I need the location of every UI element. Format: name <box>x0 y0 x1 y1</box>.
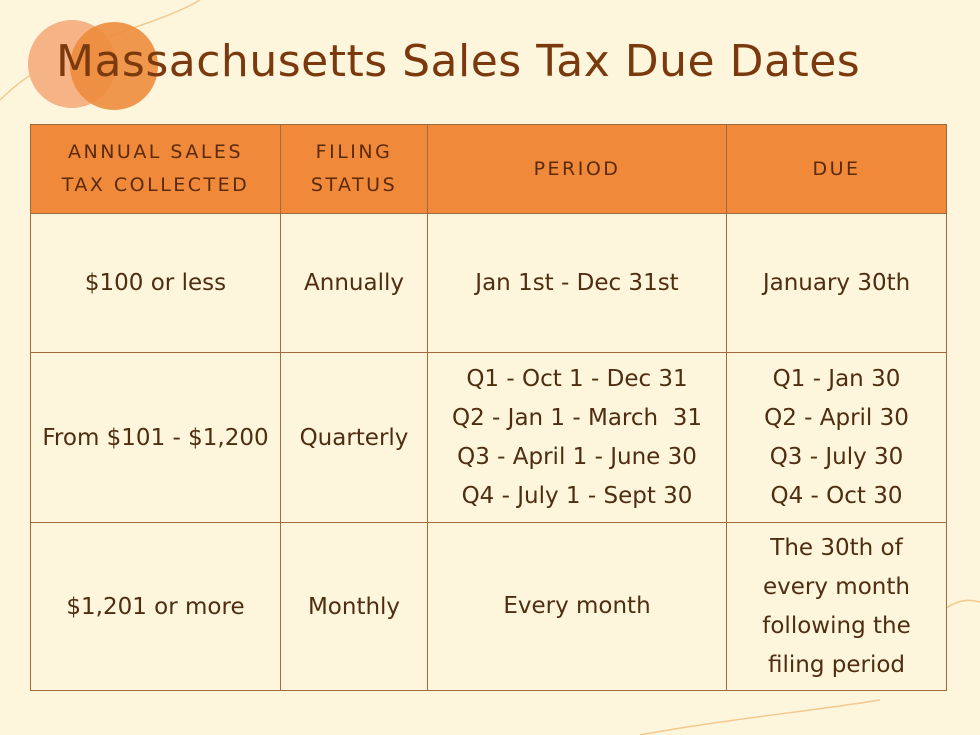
sales-tax-table: ANNUAL SALES TAX COLLECTED FILING STATUS… <box>30 124 947 691</box>
filing-status-cell: Monthly <box>280 522 428 691</box>
due-cell: January 30th <box>726 213 947 353</box>
header-period: PERIOD <box>427 124 727 214</box>
header-annual-line-1: ANNUAL SALES <box>67 141 243 163</box>
due-line: every month <box>763 573 910 600</box>
header-annual-sales: ANNUAL SALES TAX COLLECTED <box>30 124 281 214</box>
annual-sales-cell: $1,201 or more <box>30 522 281 691</box>
due-cell: Q1 - Jan 30 Q2 - April 30 Q3 - July 30 Q… <box>726 352 947 523</box>
filing-status-cell: Annually <box>280 213 428 353</box>
due-line: following the <box>762 612 911 639</box>
due-line: The 30th of <box>770 534 903 561</box>
header-status-line-2: STATUS <box>310 174 398 196</box>
table-row: $100 or less Annually Jan 1st - Dec 31st… <box>30 213 947 353</box>
period-cell: Q1 - Oct 1 - Dec 31 Q2 - Jan 1 - March 3… <box>427 352 727 523</box>
table-header-row: ANNUAL SALES TAX COLLECTED FILING STATUS… <box>30 124 947 214</box>
annual-sales-cell: $100 or less <box>30 213 281 353</box>
period-cell: Every month <box>427 522 727 691</box>
table-row: $1,201 or more Monthly Every month The 3… <box>30 522 947 691</box>
header-status-line-1: FILING <box>315 141 393 163</box>
due-line: Q4 - Oct 30 <box>770 482 903 509</box>
period-line: Q1 - Oct 1 - Dec 31 <box>466 365 688 392</box>
annual-sales-cell: From $101 - $1,200 <box>30 352 281 523</box>
due-line: January 30th <box>762 269 911 296</box>
period-cell: Jan 1st - Dec 31st <box>427 213 727 353</box>
table-row: From $101 - $1,200 Quarterly Q1 - Oct 1 … <box>30 352 947 523</box>
period-line: Q2 - Jan 1 - March 31 <box>452 404 702 431</box>
period-line: Jan 1st - Dec 31st <box>475 269 679 296</box>
decorative-circle-dark <box>70 22 158 110</box>
filing-status-cell: Quarterly <box>280 352 428 523</box>
decorative-curve-bottom <box>639 699 881 735</box>
period-line: Q3 - April 1 - June 30 <box>457 443 697 470</box>
period-line: Q4 - July 1 - Sept 30 <box>461 482 693 509</box>
due-line: filing period <box>767 651 906 678</box>
period-line: Every month <box>503 593 651 619</box>
due-line: Q1 - Jan 30 <box>772 365 901 392</box>
due-cell: The 30th of every month following the fi… <box>726 522 947 691</box>
header-annual-line-2: TAX COLLECTED <box>61 174 250 196</box>
decorative-curve-right <box>945 599 980 609</box>
header-due: DUE <box>726 124 947 214</box>
due-line: Q2 - April 30 <box>764 404 909 431</box>
page-title: Massachusetts Sales Tax Due Dates <box>56 36 861 87</box>
header-filing-status: FILING STATUS <box>280 124 428 214</box>
due-line: Q3 - July 30 <box>769 443 904 470</box>
